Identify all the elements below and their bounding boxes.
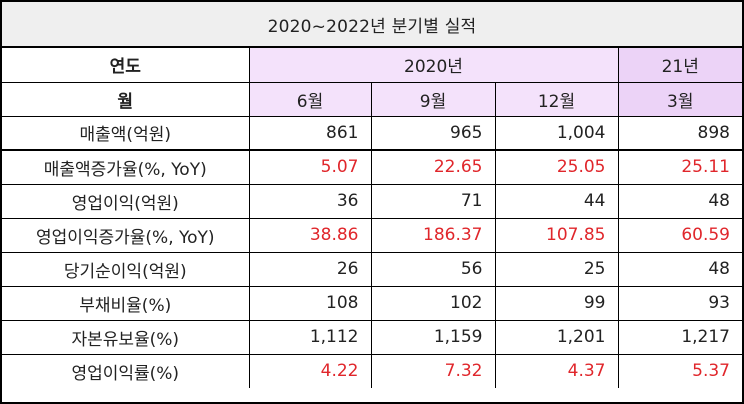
table-row: 매출액(억원) 861 965 1,004 898 [2, 115, 742, 151]
cell-value: 102 [370, 285, 496, 321]
table-row: 영업이익률(%) 4.22 7.32 4.37 5.37 [2, 353, 742, 388]
cell-value: 93 [617, 285, 742, 321]
cell-value: 108 [248, 285, 372, 321]
cell-value: 25.05 [494, 149, 619, 185]
cell-value: 25.11 [617, 149, 742, 185]
month-header-dec: 12월 [494, 81, 619, 117]
cell-value: 898 [617, 115, 742, 151]
table-row: 영업이익(억원) 36 71 44 48 [2, 183, 742, 219]
row-label: 매출액(억원) [2, 115, 250, 151]
cell-value: 7.32 [370, 353, 496, 388]
table-title: 2020~2022년 분기별 실적 [2, 2, 742, 48]
header-row-year: 연도 2020년 21년 [2, 48, 742, 83]
cell-value: 861 [248, 115, 372, 151]
cell-value: 25 [494, 251, 619, 287]
month-header-sep: 9월 [370, 81, 496, 117]
cell-value: 4.22 [248, 353, 372, 388]
row-label: 매출액증가율(%, YoY) [2, 149, 250, 185]
table-row: 매출액증가율(%, YoY) 5.07 22.65 25.05 25.11 [2, 149, 742, 185]
cell-value: 48 [617, 183, 742, 219]
cell-value: 965 [370, 115, 496, 151]
row-label: 영업이익(억원) [2, 183, 250, 219]
cell-value: 1,004 [494, 115, 619, 151]
cell-value: 22.65 [370, 149, 496, 185]
table-row: 자본유보율(%) 1,112 1,159 1,201 1,217 [2, 319, 742, 355]
cell-value: 44 [494, 183, 619, 219]
month-header-jun: 6월 [248, 81, 372, 117]
row-label: 영업이익률(%) [2, 353, 250, 388]
cell-value: 71 [370, 183, 496, 219]
cell-value: 1,201 [494, 319, 619, 355]
cell-value: 56 [370, 251, 496, 287]
row-label: 영업이익증가율(%, YoY) [2, 217, 250, 253]
cell-value: 5.07 [248, 149, 372, 185]
row-label: 자본유보율(%) [2, 319, 250, 355]
month-header-label: 월 [2, 81, 250, 117]
cell-value: 48 [617, 251, 742, 287]
cell-value: 107.85 [494, 217, 619, 253]
cell-value: 1,217 [617, 319, 742, 355]
table-row: 영업이익증가율(%, YoY) 38.86 186.37 107.85 60.5… [2, 217, 742, 253]
year-header-label: 연도 [2, 48, 250, 83]
cell-value: 38.86 [248, 217, 372, 253]
cell-value: 186.37 [370, 217, 496, 253]
cell-value: 4.37 [494, 353, 619, 388]
table-row: 부채비율(%) 108 102 99 93 [2, 285, 742, 321]
row-label: 당기순이익(억원) [2, 251, 250, 287]
cell-value: 36 [248, 183, 372, 219]
row-label: 부채비율(%) [2, 285, 250, 321]
year-header-2020: 2020년 [248, 48, 619, 83]
header-row-month: 월 6월 9월 12월 3월 [2, 81, 742, 117]
cell-value: 1,159 [370, 319, 496, 355]
quarterly-results-table: 연도 2020년 21년 월 6월 9월 12월 3월 매출액(억원) 861 … [2, 48, 742, 388]
cell-value: 60.59 [617, 217, 742, 253]
cell-value: 5.37 [617, 353, 742, 388]
cell-value: 1,112 [248, 319, 372, 355]
year-header-2021: 21년 [617, 48, 742, 83]
table-row: 당기순이익(억원) 26 56 25 48 [2, 251, 742, 287]
cell-value: 26 [248, 251, 372, 287]
cell-value: 99 [494, 285, 619, 321]
month-header-mar: 3월 [617, 81, 742, 117]
